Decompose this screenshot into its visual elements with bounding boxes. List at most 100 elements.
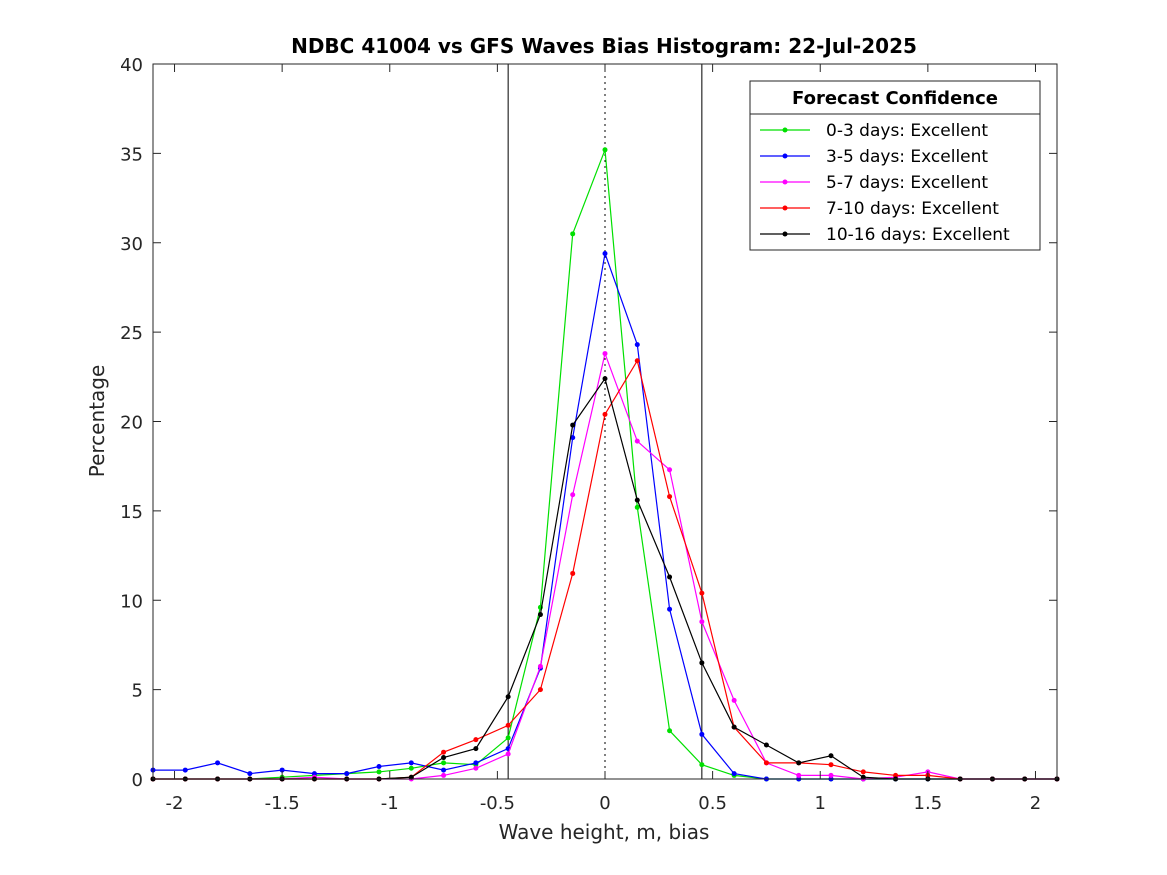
x-tick-label: -1 [381, 793, 399, 814]
y-tick-label: 30 [120, 234, 143, 255]
data-point [344, 771, 350, 777]
x-tick-label: 0.5 [698, 793, 727, 814]
data-point [376, 763, 382, 769]
data-point [441, 755, 447, 761]
x-axis-label: Wave height, m, bias [499, 820, 710, 844]
data-point [537, 687, 543, 693]
data-point [441, 760, 447, 766]
legend-item: 10-16 days: Excellent [760, 225, 1010, 245]
y-tick-label: 35 [120, 144, 143, 165]
data-point [860, 769, 866, 775]
y-axis-label: Percentage [85, 365, 109, 478]
data-point [828, 762, 834, 768]
legend-label: 10-16 days: Excellent [826, 225, 1010, 245]
legend-title: Forecast Confidence [792, 88, 998, 109]
legend-swatch-marker [782, 153, 788, 159]
x-tick-label: 0 [599, 793, 610, 814]
data-point [763, 760, 769, 766]
x-tick-label: 2 [1030, 793, 1041, 814]
data-point [311, 771, 317, 777]
data-point [570, 435, 576, 441]
data-point [828, 753, 834, 759]
reference-lines [507, 64, 703, 779]
data-point [473, 746, 479, 752]
data-point [602, 376, 608, 382]
data-point [247, 771, 253, 777]
legend-item: 7-10 days: Excellent [760, 199, 999, 219]
legend: Forecast Confidence 0-3 days: Excellent 3-… [749, 80, 1041, 251]
legend-box [749, 80, 1041, 251]
chart-title: NDBC 41004 vs GFS Waves Bias Histogram: … [291, 34, 917, 58]
data-point [699, 762, 705, 768]
legend-item: 5-7 days: Excellent [760, 173, 988, 193]
data-point [408, 774, 414, 780]
data-point [215, 760, 221, 766]
legend-swatch-marker [782, 231, 788, 237]
data-point [602, 250, 608, 256]
data-point [893, 772, 899, 778]
data-point [699, 660, 705, 666]
data-point [408, 760, 414, 766]
y-tick-label: 20 [120, 413, 143, 434]
legend-label: 5-7 days: Excellent [826, 173, 988, 193]
legend-label: 3-5 days: Excellent [826, 147, 988, 167]
x-tick-label: -2 [166, 793, 184, 814]
data-point [376, 769, 382, 775]
data-point [570, 422, 576, 428]
data-point [182, 767, 188, 773]
data-point [667, 728, 673, 734]
x-tick-label: 1.5 [914, 793, 943, 814]
data-point [441, 772, 447, 778]
data-point [796, 772, 802, 778]
data-point [796, 760, 802, 766]
data-point [505, 722, 511, 728]
data-point [699, 731, 705, 737]
data-point [473, 760, 479, 766]
data-point [441, 749, 447, 755]
data-point [634, 342, 640, 348]
data-point [634, 497, 640, 503]
data-point [634, 438, 640, 444]
legend-swatch-marker [782, 205, 788, 211]
data-point [731, 771, 737, 777]
y-tick-label: 5 [132, 681, 143, 702]
data-point [667, 494, 673, 500]
legend-item: 3-5 days: Excellent [760, 147, 988, 167]
data-point [441, 767, 447, 773]
data-point [763, 742, 769, 748]
data-point [602, 411, 608, 417]
data-point [731, 724, 737, 730]
y-tick-label: 25 [120, 323, 143, 344]
y-tick-label: 10 [120, 591, 143, 612]
data-point [699, 590, 705, 596]
data-point [667, 606, 673, 612]
x-tick-label: -1.5 [265, 793, 300, 814]
data-point [279, 767, 285, 773]
data-point [505, 694, 511, 700]
x-tick-label: 1 [815, 793, 826, 814]
y-tick-label: 40 [120, 55, 143, 76]
legend-swatch-marker [782, 179, 788, 185]
data-point [473, 765, 479, 771]
data-point [570, 570, 576, 576]
legend-label: 7-10 days: Excellent [826, 199, 999, 219]
data-point [570, 231, 576, 237]
data-point [473, 737, 479, 743]
data-point [408, 765, 414, 771]
data-point [667, 574, 673, 580]
y-tick-label: 15 [120, 502, 143, 523]
data-point [634, 358, 640, 364]
data-point [602, 351, 608, 357]
legend-item: 0-3 days: Excellent [760, 121, 988, 141]
data-point [699, 619, 705, 625]
y-tick-label: 0 [132, 770, 143, 791]
legend-label: 0-3 days: Excellent [826, 121, 988, 141]
legend-swatch-marker [782, 127, 788, 133]
x-tick-label: -0.5 [480, 793, 515, 814]
data-point [505, 735, 511, 741]
data-point [731, 697, 737, 703]
data-point [570, 492, 576, 498]
data-point [505, 751, 511, 757]
